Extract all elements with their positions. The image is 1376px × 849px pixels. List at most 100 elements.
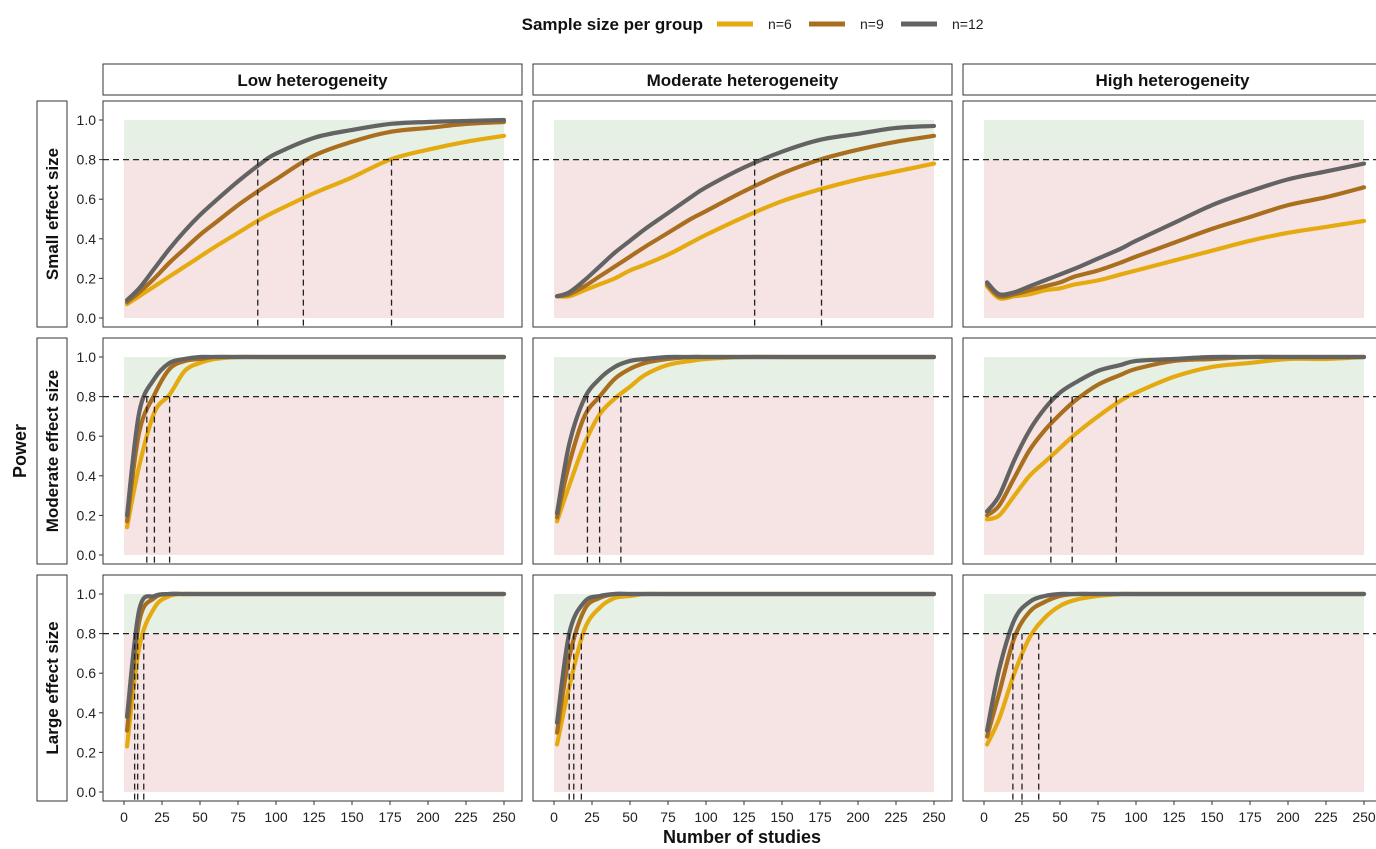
series-line-n6 (124, 133, 507, 307)
panel-3-1: 0.0 0.2 0.4 0.6 0.8 1.0 0 25 50 75 100 125 150 175 200… (77, 574, 523, 825)
x-tick-label: 100 (264, 809, 288, 825)
series-line-n12 (124, 117, 507, 303)
series-line-n9 (124, 119, 507, 305)
column-strips: Low heterogeneity Moderate heterogeneity… (102, 63, 1376, 96)
series-line-n12 (554, 354, 937, 516)
x-tick-label: 250 (1352, 809, 1376, 825)
series-line-n6 (984, 218, 1367, 301)
y-axis-title: Power (10, 424, 30, 478)
x-tick-label: 150 (1200, 809, 1224, 825)
x-tick-label: 175 (378, 809, 402, 825)
legend-label-n9: n=9 (860, 16, 884, 32)
x-tick-label: 0 (980, 809, 988, 825)
legend: Sample size per group n=6 n=9 n=12 (522, 15, 984, 34)
x-tick-label: 150 (770, 809, 794, 825)
panels: 0.00.20.40.60.81.00.00.20.40.60.81.00.00… (77, 100, 1376, 825)
x-tick-label: 225 (1314, 809, 1338, 825)
panel-2-1: 0.0 0.2 0.4 0.6 0.8 1.0 (77, 337, 523, 565)
x-tick-label: 200 (416, 809, 440, 825)
below-threshold-band (554, 633, 934, 792)
below-threshold-band (984, 633, 1364, 792)
y-tick-label: 0.6 (77, 428, 97, 444)
row-strip-moderate (36, 337, 68, 565)
y-tick-label: 0.8 (77, 389, 97, 405)
series-line-n6 (984, 354, 1367, 522)
series-line-n12 (984, 161, 1367, 297)
x-tick-label: 50 (1052, 809, 1068, 825)
series-line-n9 (984, 185, 1367, 299)
legend-label-n6: n=6 (768, 16, 792, 32)
x-tick-label: 225 (884, 809, 908, 825)
panel-3-3: 0 25 50 75 100 125 150 175 200 225 250 (962, 574, 1376, 825)
row-strip-large (36, 574, 68, 802)
x-tick-label: 75 (660, 809, 676, 825)
x-tick-label: 250 (922, 809, 946, 825)
below-threshold-band (554, 396, 934, 555)
y-tick-label: 0.8 (77, 626, 97, 642)
x-tick-label: 175 (1238, 809, 1262, 825)
below-threshold-band (124, 633, 504, 792)
row-strip-label-small: Small effect size (43, 148, 62, 280)
column-strip-label-low: Low heterogeneity (237, 71, 388, 90)
x-tick-label: 25 (1014, 809, 1030, 825)
below-threshold-band (984, 396, 1364, 555)
panel-1-2 (532, 100, 953, 328)
x-tick-label: 175 (808, 809, 832, 825)
y-tick-label: 0.4 (77, 231, 97, 247)
row-strip-label-moderate: Moderate effect size (43, 370, 62, 533)
y-tick-label: 1.0 (77, 349, 97, 365)
y-tick-label: 0.4 (77, 468, 97, 484)
x-tick-label: 200 (1276, 809, 1300, 825)
below-threshold-band (984, 159, 1364, 318)
column-strip-moderate (532, 63, 953, 96)
x-tick-label: 75 (230, 809, 246, 825)
y-tick-label: 0.6 (77, 665, 97, 681)
x-tick-label: 0 (550, 809, 558, 825)
above-threshold-band (984, 120, 1364, 160)
x-tick-label: 200 (846, 809, 870, 825)
x-axis-title: Number of studies (663, 827, 821, 844)
above-threshold-band (984, 594, 1364, 634)
row-strip-small (36, 100, 68, 328)
column-strip-label-moderate: Moderate heterogeneity (647, 71, 839, 90)
y-tick-label: 0.0 (77, 547, 97, 563)
below-threshold-band (124, 396, 504, 555)
x-tick-label: 100 (694, 809, 718, 825)
below-threshold-band (554, 159, 934, 318)
x-tick-label: 125 (302, 809, 326, 825)
panel-2-3 (962, 337, 1376, 565)
panel-3-2: 0 25 50 75 100 125 150 175 200 225 250 (532, 574, 953, 825)
series-line-n12 (124, 354, 507, 518)
above-threshold-band (554, 120, 934, 160)
x-tick-label: 250 (492, 809, 516, 825)
y-tick-label: 0.2 (77, 270, 97, 286)
x-tick-label: 75 (1090, 809, 1106, 825)
series-line-n6 (554, 161, 937, 299)
column-strip-label-high: High heterogeneity (1096, 71, 1251, 90)
series-line-n12 (124, 591, 507, 719)
series-line-n12 (984, 354, 1367, 514)
y-tick-label: 1.0 (77, 112, 97, 128)
y-tick-label: 0.0 (77, 784, 97, 800)
row-strip-label-large: Large effect size (43, 621, 62, 754)
above-threshold-band (124, 357, 504, 397)
y-tick-label: 0.6 (77, 191, 97, 207)
y-tick-label: 0.8 (77, 152, 97, 168)
panel-2-2 (532, 337, 953, 565)
x-tick-label: 50 (622, 809, 638, 825)
x-tick-label: 225 (454, 809, 478, 825)
legend-title: Sample size per group (522, 15, 703, 34)
above-threshold-band (124, 594, 504, 634)
column-strip-low (102, 63, 523, 96)
y-tick-label: 0.2 (77, 744, 97, 760)
x-tick-label: 125 (1162, 809, 1186, 825)
panel-1-3 (962, 100, 1376, 328)
x-tick-label: 100 (1124, 809, 1148, 825)
y-tick-label: 0.0 (77, 310, 97, 326)
series-line-n9 (554, 133, 937, 299)
panel-1-1: 0.0 0.2 0.4 0.6 0.8 1.0 (77, 100, 523, 328)
series-line-n12 (554, 123, 937, 299)
above-threshold-band (554, 357, 934, 397)
